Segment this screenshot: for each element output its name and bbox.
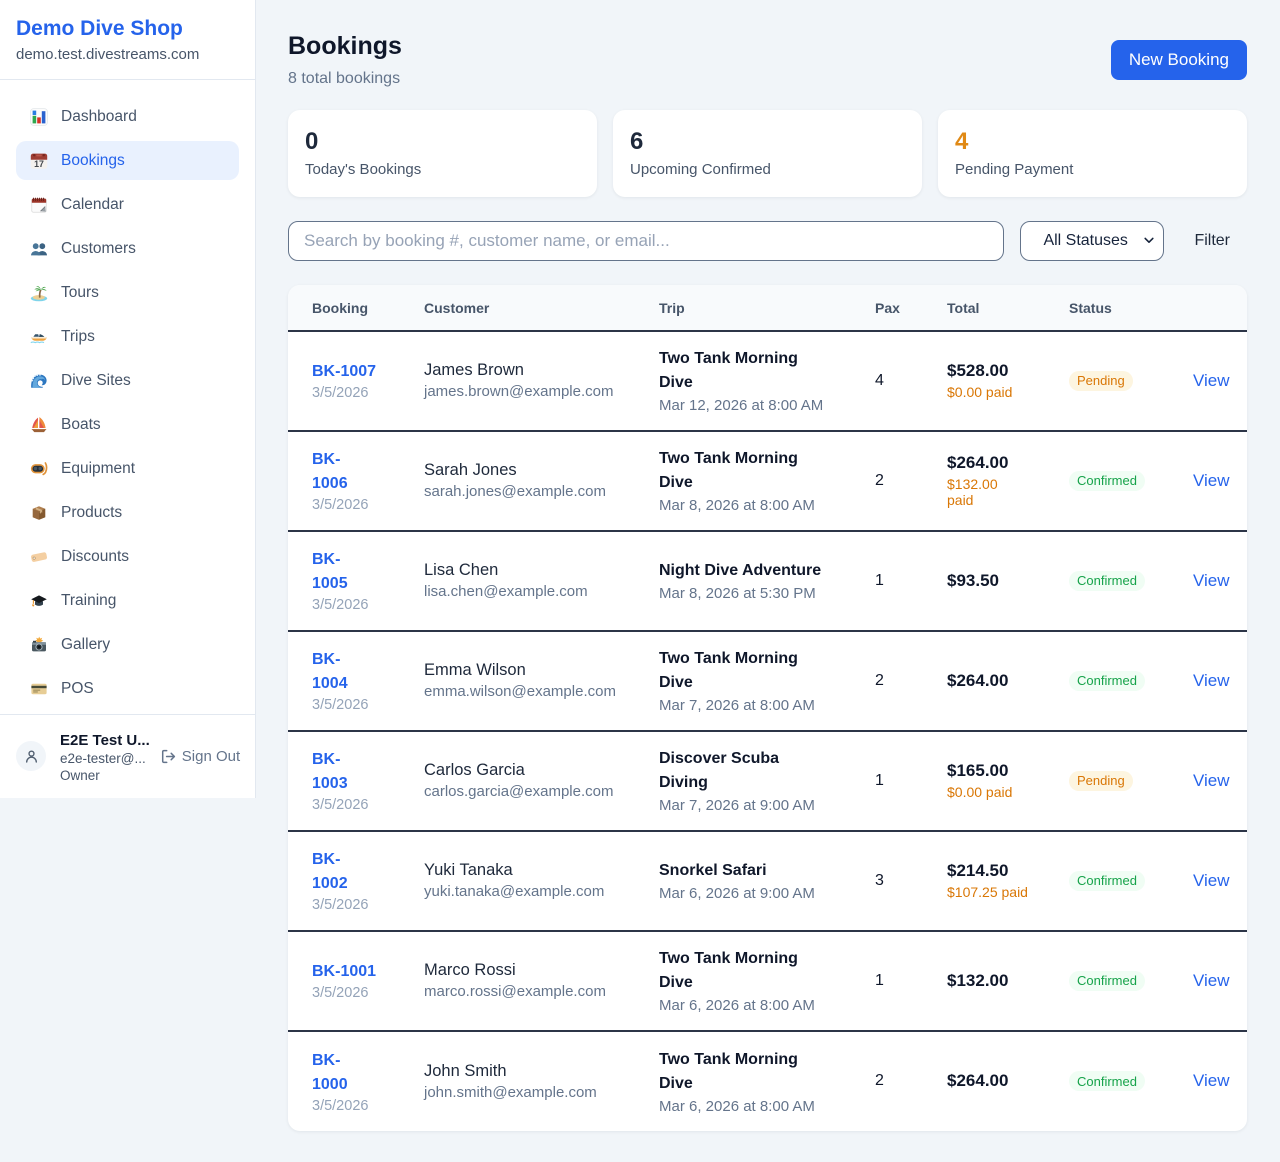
svg-text:17: 17 [34, 159, 44, 169]
